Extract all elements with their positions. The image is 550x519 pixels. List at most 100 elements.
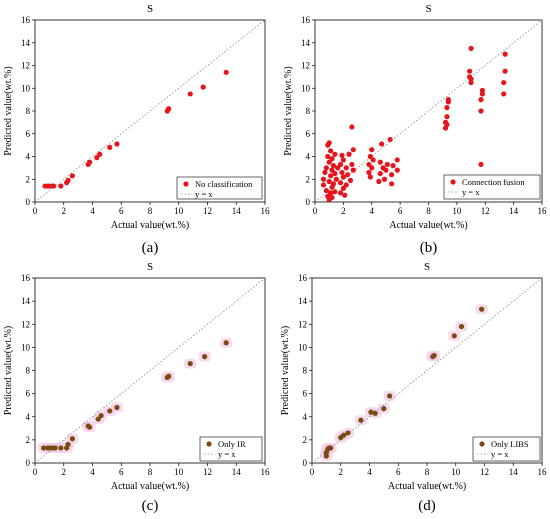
- data-point: [329, 156, 335, 162]
- y-tick-label: 4: [26, 412, 31, 422]
- y-tick-label: 0: [26, 458, 31, 468]
- y-tick-label: 0: [26, 197, 31, 207]
- data-point: [340, 157, 346, 163]
- y-tick-label: 12: [21, 319, 30, 329]
- plot-area: [35, 278, 265, 463]
- panel-title: S: [425, 3, 431, 15]
- x-tick-label: 6: [119, 467, 124, 477]
- data-point: [330, 163, 337, 169]
- panel-title: S: [147, 261, 153, 273]
- data-point: [369, 147, 375, 153]
- data-point: [328, 445, 334, 451]
- data-point: [340, 185, 346, 191]
- data-point: [52, 445, 58, 451]
- data-point: [444, 114, 450, 120]
- data-point: [95, 416, 101, 422]
- x-tick-label: 12: [480, 467, 489, 477]
- y-tick-label: 12: [298, 319, 307, 329]
- y-tick-label: 8: [26, 106, 31, 116]
- x-tick-label: 2: [339, 467, 344, 477]
- data-point: [332, 170, 338, 177]
- y-tick-label: 2: [26, 435, 31, 445]
- x-tick-label: 16: [261, 206, 271, 216]
- legend-box: [176, 176, 263, 200]
- data-point: [345, 430, 351, 436]
- data-point: [98, 412, 104, 419]
- data-point: [390, 163, 396, 169]
- data-point: [358, 417, 364, 423]
- y-tick-label: 16: [301, 15, 311, 25]
- data-point: [478, 97, 484, 103]
- data-point: [69, 436, 75, 442]
- data-point: [41, 445, 47, 451]
- legend-label-points: No classification: [195, 179, 253, 189]
- data-point: [478, 108, 484, 114]
- y-tick-label: 4: [303, 412, 308, 422]
- data-point: [389, 181, 395, 187]
- x-tick-label: 6: [396, 467, 401, 477]
- panel-label: (c): [142, 498, 159, 514]
- data-point: [451, 333, 457, 339]
- panel-c: S 0 2 4 6 8 10 12 14 16 0 2 4 6 8 10 12 14 16 Actual value(…: [3, 261, 270, 514]
- x-tick-label: 2: [341, 206, 346, 216]
- x-tick-label: 2: [62, 206, 67, 216]
- data-point: [444, 104, 450, 111]
- y-tick-label: 8: [303, 366, 308, 376]
- plot-area: [312, 278, 542, 463]
- data-point: [328, 148, 334, 154]
- data-point: [107, 144, 113, 150]
- y-equals-x-line: [35, 20, 265, 202]
- x-tick-label: 2: [62, 467, 67, 477]
- data-point: [349, 124, 355, 130]
- data-point: [431, 352, 437, 359]
- legend-box: [199, 436, 263, 462]
- x-tick-label: 16: [538, 467, 548, 477]
- y-tick-label: 10: [301, 83, 311, 93]
- data-point: [332, 151, 338, 157]
- y-tick-label: 16: [21, 273, 31, 283]
- data-point: [502, 51, 508, 57]
- data-point: [326, 159, 332, 165]
- y-equals-x-line: [315, 20, 542, 202]
- panel-a: S 0 2 4 6 8 10 12 14 16 0 2 4 6 8 10 12 14 16 Actual value(…: [3, 3, 270, 256]
- y-tick-label: 14: [298, 296, 308, 306]
- panel-label: (b): [420, 240, 438, 256]
- data-point: [349, 161, 355, 168]
- data-point: [387, 393, 393, 399]
- data-point: [346, 151, 352, 157]
- data-point: [58, 445, 64, 451]
- x-axis-label: Actual value(wt.%): [388, 481, 466, 492]
- data-point: [384, 161, 390, 168]
- data-point: [394, 157, 400, 163]
- data-point: [87, 159, 93, 165]
- legend-label-line: y = x: [195, 189, 213, 199]
- y-tick-label: 4: [26, 152, 31, 162]
- data-point: [107, 408, 113, 414]
- x-tick-label: 10: [174, 467, 184, 477]
- data-point: [343, 182, 349, 188]
- y-tick-label: 0: [306, 197, 311, 207]
- x-axis-label: Actual value(wt.%): [111, 481, 189, 492]
- plot-area: [315, 20, 542, 202]
- x-tick-label: 6: [398, 206, 403, 216]
- data-point: [97, 151, 103, 157]
- data-point: [445, 97, 451, 103]
- data-point: [479, 306, 485, 312]
- x-tick-label: 10: [451, 467, 461, 477]
- data-point: [479, 91, 486, 97]
- legend-box: [443, 174, 541, 200]
- y-tick-label: 6: [26, 389, 31, 399]
- legend-label-points: Only IR: [218, 439, 246, 449]
- data-point: [468, 76, 474, 82]
- y-tick-label: 16: [298, 273, 308, 283]
- data-point: [337, 180, 344, 186]
- x-tick-label: 4: [370, 206, 375, 216]
- data-point: [387, 136, 393, 143]
- legend-box: [472, 436, 541, 462]
- data-point: [501, 91, 507, 97]
- data-point: [340, 174, 346, 180]
- panel-label: (d): [418, 498, 436, 514]
- y-tick-label: 2: [306, 174, 311, 184]
